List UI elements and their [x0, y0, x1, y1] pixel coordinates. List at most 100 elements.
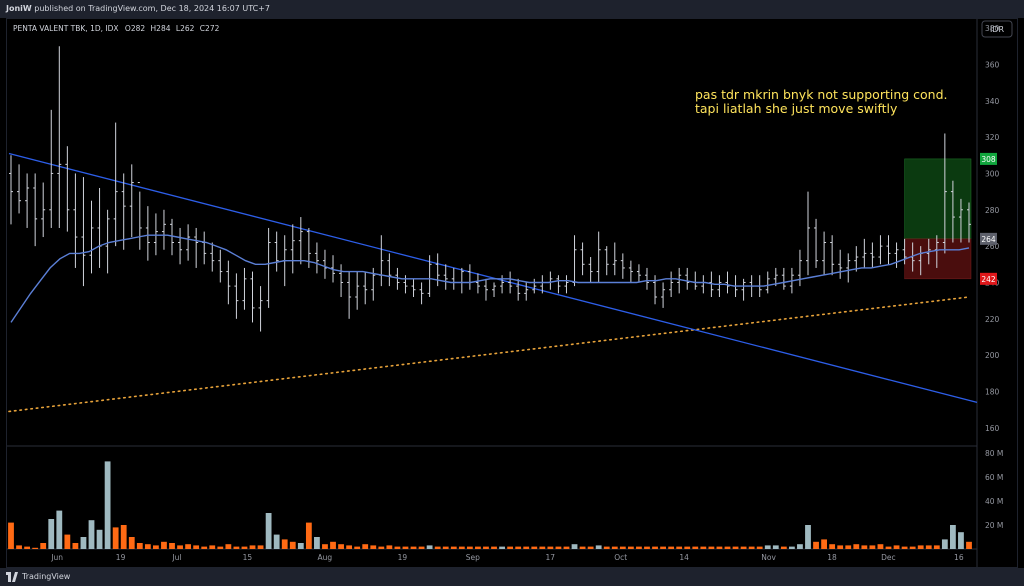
- target-zone[interactable]: [904, 158, 972, 240]
- volume-bar: [297, 543, 304, 549]
- symbol-legend[interactable]: PENTA VALENT TBK, 1D, IDX O282 H284 L262…: [13, 24, 220, 33]
- volume-tick-label: 40 M: [985, 497, 1003, 506]
- current-price-label[interactable]: 264: [980, 232, 997, 245]
- volume-bar: [531, 546, 538, 549]
- x-tick-label: Dec: [881, 553, 896, 562]
- volume-bar: [217, 546, 224, 549]
- volume-bar: [475, 546, 481, 549]
- ohlc-bar: [830, 235, 835, 276]
- volume-bar: [483, 546, 489, 549]
- volume-bar: [233, 546, 240, 549]
- y-tick-label: 340: [985, 97, 1000, 106]
- ohlc-bar: [636, 264, 641, 283]
- support-trendline[interactable]: [8, 296, 970, 413]
- volume-bar: [748, 546, 755, 549]
- chart-background: [7, 19, 1017, 567]
- stop-zone[interactable]: [904, 238, 972, 280]
- ohlc-bar: [854, 246, 859, 272]
- ohlc-bar: [194, 227, 199, 268]
- ohlc-bar: [395, 267, 400, 290]
- volume-bar: [611, 546, 618, 549]
- currency-badge[interactable]: IDR: [981, 20, 1013, 38]
- ohlc-bar: [73, 173, 78, 268]
- volume-bar: [193, 545, 200, 549]
- volume-bar: [507, 546, 514, 549]
- ohlc-bar: [620, 253, 625, 279]
- volume-bar: [732, 546, 739, 549]
- annotation-line-2: tapi liatlah she just move swiftly: [695, 101, 898, 116]
- volume-bar: [917, 545, 924, 549]
- volume-bar: [869, 545, 876, 549]
- x-tick-label: Oct: [614, 553, 627, 562]
- volume-tick-label: 20 M: [985, 521, 1003, 530]
- volume-bar: [330, 541, 336, 549]
- ohlc-bar: [419, 282, 424, 305]
- ohlc-bar: [25, 173, 30, 228]
- ohlc-bar: [274, 231, 279, 272]
- volume-bar: [660, 546, 666, 549]
- volume-bar: [893, 545, 900, 549]
- close-label: C: [200, 24, 205, 33]
- high-label: H: [151, 24, 157, 33]
- publisher-name[interactable]: JoniW: [6, 4, 32, 13]
- x-tick-label: 17: [545, 553, 555, 562]
- moving-average-line[interactable]: [10, 234, 970, 323]
- volume-bar: [571, 544, 578, 549]
- volume-bar: [933, 545, 940, 549]
- volume-bar: [257, 545, 264, 549]
- ohlc-bar: [580, 242, 585, 276]
- tradingview-logo-icon[interactable]: [6, 572, 18, 582]
- open-label: O: [125, 24, 131, 33]
- volume-bar: [668, 546, 675, 549]
- volume-bar: [225, 544, 232, 549]
- svg-text:242: 242: [981, 275, 996, 284]
- volume-bar: [950, 525, 956, 549]
- ohlc-bar: [33, 173, 38, 247]
- volume-bar: [700, 546, 707, 549]
- target-price-label[interactable]: 308: [980, 152, 997, 165]
- volume-bar: [636, 546, 642, 549]
- price-chart[interactable]: PENTA VALENT TBK, 1D, IDX O282 H284 L262…: [7, 19, 1017, 567]
- high-value: 284: [156, 24, 171, 33]
- y-tick-label: 160: [985, 424, 1000, 433]
- volume-bar: [434, 546, 441, 549]
- volume-bar: [780, 546, 787, 549]
- y-tick-label: 380: [985, 24, 1000, 33]
- ohlc-bar: [894, 242, 899, 268]
- ohlc-bar: [475, 273, 480, 294]
- y-tick-label: 320: [985, 133, 1000, 142]
- ohlc-bar: [363, 271, 368, 305]
- ohlc-bar: [588, 257, 593, 283]
- volume-bar: [48, 519, 55, 549]
- volume-bar: [724, 546, 731, 549]
- ohlc-bar: [113, 122, 118, 247]
- ohlc-bar: [129, 164, 134, 238]
- chart-annotation[interactable]: pas tdr mkrin bnyk not supporting cond. …: [695, 87, 948, 116]
- volume-bar: [523, 546, 530, 549]
- ohlc-bar: [524, 282, 529, 301]
- volume-bar: [499, 546, 505, 549]
- svg-text:PENTA VALENT TBK, 1D, IDX: PENTA VALENT TBK, 1D, IDX O282 H284 L262…: [13, 24, 220, 33]
- volume-bar: [8, 522, 14, 549]
- ohlc-bar: [773, 267, 778, 287]
- volume-bar: [346, 545, 353, 549]
- x-tick-label: Aug: [318, 553, 333, 562]
- ohlc-bar: [387, 253, 392, 287]
- ohlc-bar: [942, 133, 947, 254]
- ohlc-bar: [347, 271, 352, 319]
- x-tick-label: 19: [116, 553, 126, 562]
- resistance-trendline[interactable]: [8, 152, 978, 404]
- volume-bar: [370, 545, 377, 549]
- y-tick-label: 360: [985, 60, 1000, 69]
- volume-bar: [644, 546, 650, 549]
- volume-bar: [209, 545, 216, 549]
- volume-bar: [16, 545, 22, 549]
- volume-bar: [684, 546, 691, 549]
- volume-bar: [716, 546, 723, 549]
- volume-bar: [249, 545, 256, 549]
- chart-panel[interactable]: PENTA VALENT TBK, 1D, IDX O282 H284 L262…: [6, 18, 1018, 568]
- stop-price-label[interactable]: 242: [980, 272, 997, 285]
- tradingview-brand[interactable]: TradingView: [22, 572, 71, 581]
- volume-bar: [652, 546, 658, 549]
- volume-bar: [909, 546, 916, 549]
